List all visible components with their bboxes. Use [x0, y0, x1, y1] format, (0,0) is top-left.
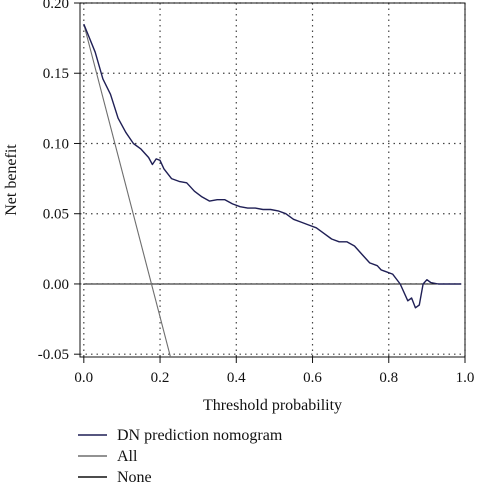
x-tick-label: 0.2 — [151, 370, 170, 386]
x-axis-ticks: 0.0 0.2 0.4 0.6 0.8 1.0 — [74, 357, 474, 386]
y-tick-label: 0.15 — [43, 66, 69, 82]
y-tick-label: 0.10 — [43, 136, 69, 152]
legend-label: DN prediction nomogram — [117, 427, 283, 444]
y-tick-label: 0.05 — [43, 207, 69, 223]
legend: DN prediction nomogram All None — [78, 427, 283, 486]
x-tick-label: 1.0 — [456, 370, 475, 386]
y-tick-label: -0.05 — [38, 347, 69, 363]
x-tick-label: 0.8 — [379, 370, 398, 386]
legend-label: None — [117, 469, 152, 486]
y-axis-label: Net benefit — [3, 144, 20, 216]
series-line-1 — [83, 23, 172, 357]
series-lines — [83, 23, 462, 357]
gridlines — [80, 2, 466, 357]
x-axis-label: Threshold probability — [203, 397, 342, 414]
y-axis-ticks: -0.05 0.00 0.05 0.10 0.15 0.20 — [38, 0, 80, 363]
y-tick-label: 0.20 — [43, 0, 69, 12]
x-tick-label: 0.4 — [227, 370, 246, 386]
series-line-0 — [83, 23, 462, 309]
plot-frame — [79, 2, 466, 358]
x-tick-label: 0.6 — [303, 370, 322, 386]
legend-label: All — [117, 448, 138, 465]
y-tick-label: 0.00 — [43, 277, 69, 293]
x-tick-label: 0.0 — [74, 370, 93, 386]
